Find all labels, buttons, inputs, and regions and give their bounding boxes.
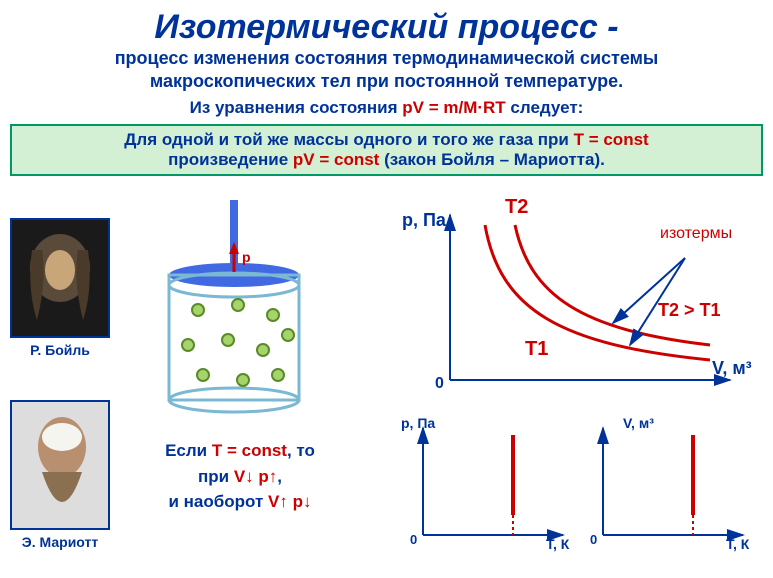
law-l1-t: T = const — [574, 130, 649, 149]
rel-3a: и наоборот — [168, 492, 268, 511]
law-l2-pv: pV = const — [293, 150, 379, 169]
mariotte-caption: Э. Мариотт — [0, 534, 120, 550]
rel-2b: V↓ p↑ — [234, 467, 277, 486]
law-l2a: произведение — [168, 150, 293, 169]
equation-line: Из уравнения состояния pV = m/M·RT следу… — [0, 98, 773, 118]
pt-xlabel: T, К — [546, 536, 569, 552]
vt-chart: V, м³ T, К 0 — [588, 420, 753, 560]
vt-ylabel: V, м³ — [623, 415, 654, 431]
ineq-label: T2 > T1 — [658, 300, 721, 321]
svg-text:p: p — [242, 249, 251, 265]
rel-1a: Если — [165, 441, 212, 460]
iso-label: изотермы — [660, 225, 732, 243]
rel-1b: T = const — [212, 441, 287, 460]
eq-pre: Из уравнения состояния — [190, 98, 403, 117]
law-l1a: Для одной и той же массы одного и того ж… — [124, 130, 573, 149]
pv-xlabel: V, м³ — [712, 358, 752, 379]
subtitle: процесс изменения состояния термодинамич… — [0, 47, 773, 94]
pt-origin: 0 — [410, 532, 417, 547]
rel-2a: при — [198, 467, 234, 486]
rel-2c: , — [277, 467, 282, 486]
pv-chart: p, Па V, м³ 0 T2 T1 T2 > T1 изотермы — [430, 210, 760, 410]
t1-label: T1 — [525, 338, 548, 361]
mariotte-portrait — [10, 400, 110, 530]
vt-origin: 0 — [590, 532, 597, 547]
rel-1c: , то — [287, 441, 315, 460]
law-l2b: (закон Бойля – Мариотта). — [379, 150, 605, 169]
pt-chart: p, Па T, К 0 — [408, 420, 573, 560]
subtitle-l2: макроскопических тел при постоянной темп… — [150, 71, 623, 91]
subtitle-l1: процесс изменения состояния термодинамич… — [115, 48, 659, 68]
page-title: Изотермический процесс - — [0, 0, 773, 47]
pv-origin: 0 — [435, 375, 444, 393]
t2-label: T2 — [505, 196, 528, 219]
relation-text: Если T = const, то при V↓ p↑, и наоборот… — [120, 438, 360, 515]
pt-ylabel: p, Па — [401, 415, 435, 431]
eq-post: следует: — [506, 98, 584, 117]
law-box: Для одной и той же массы одного и того ж… — [10, 124, 763, 176]
eq-formula: pV = m/M·RT — [402, 98, 505, 117]
boyle-portrait — [10, 218, 110, 338]
gas-vessel-diagram: p — [148, 200, 328, 415]
pv-ylabel: p, Па — [402, 210, 446, 231]
boyle-caption: Р. Бойль — [0, 342, 120, 358]
vt-xlabel: T, К — [726, 536, 749, 552]
rel-3b: V↑ p↓ — [268, 492, 311, 511]
